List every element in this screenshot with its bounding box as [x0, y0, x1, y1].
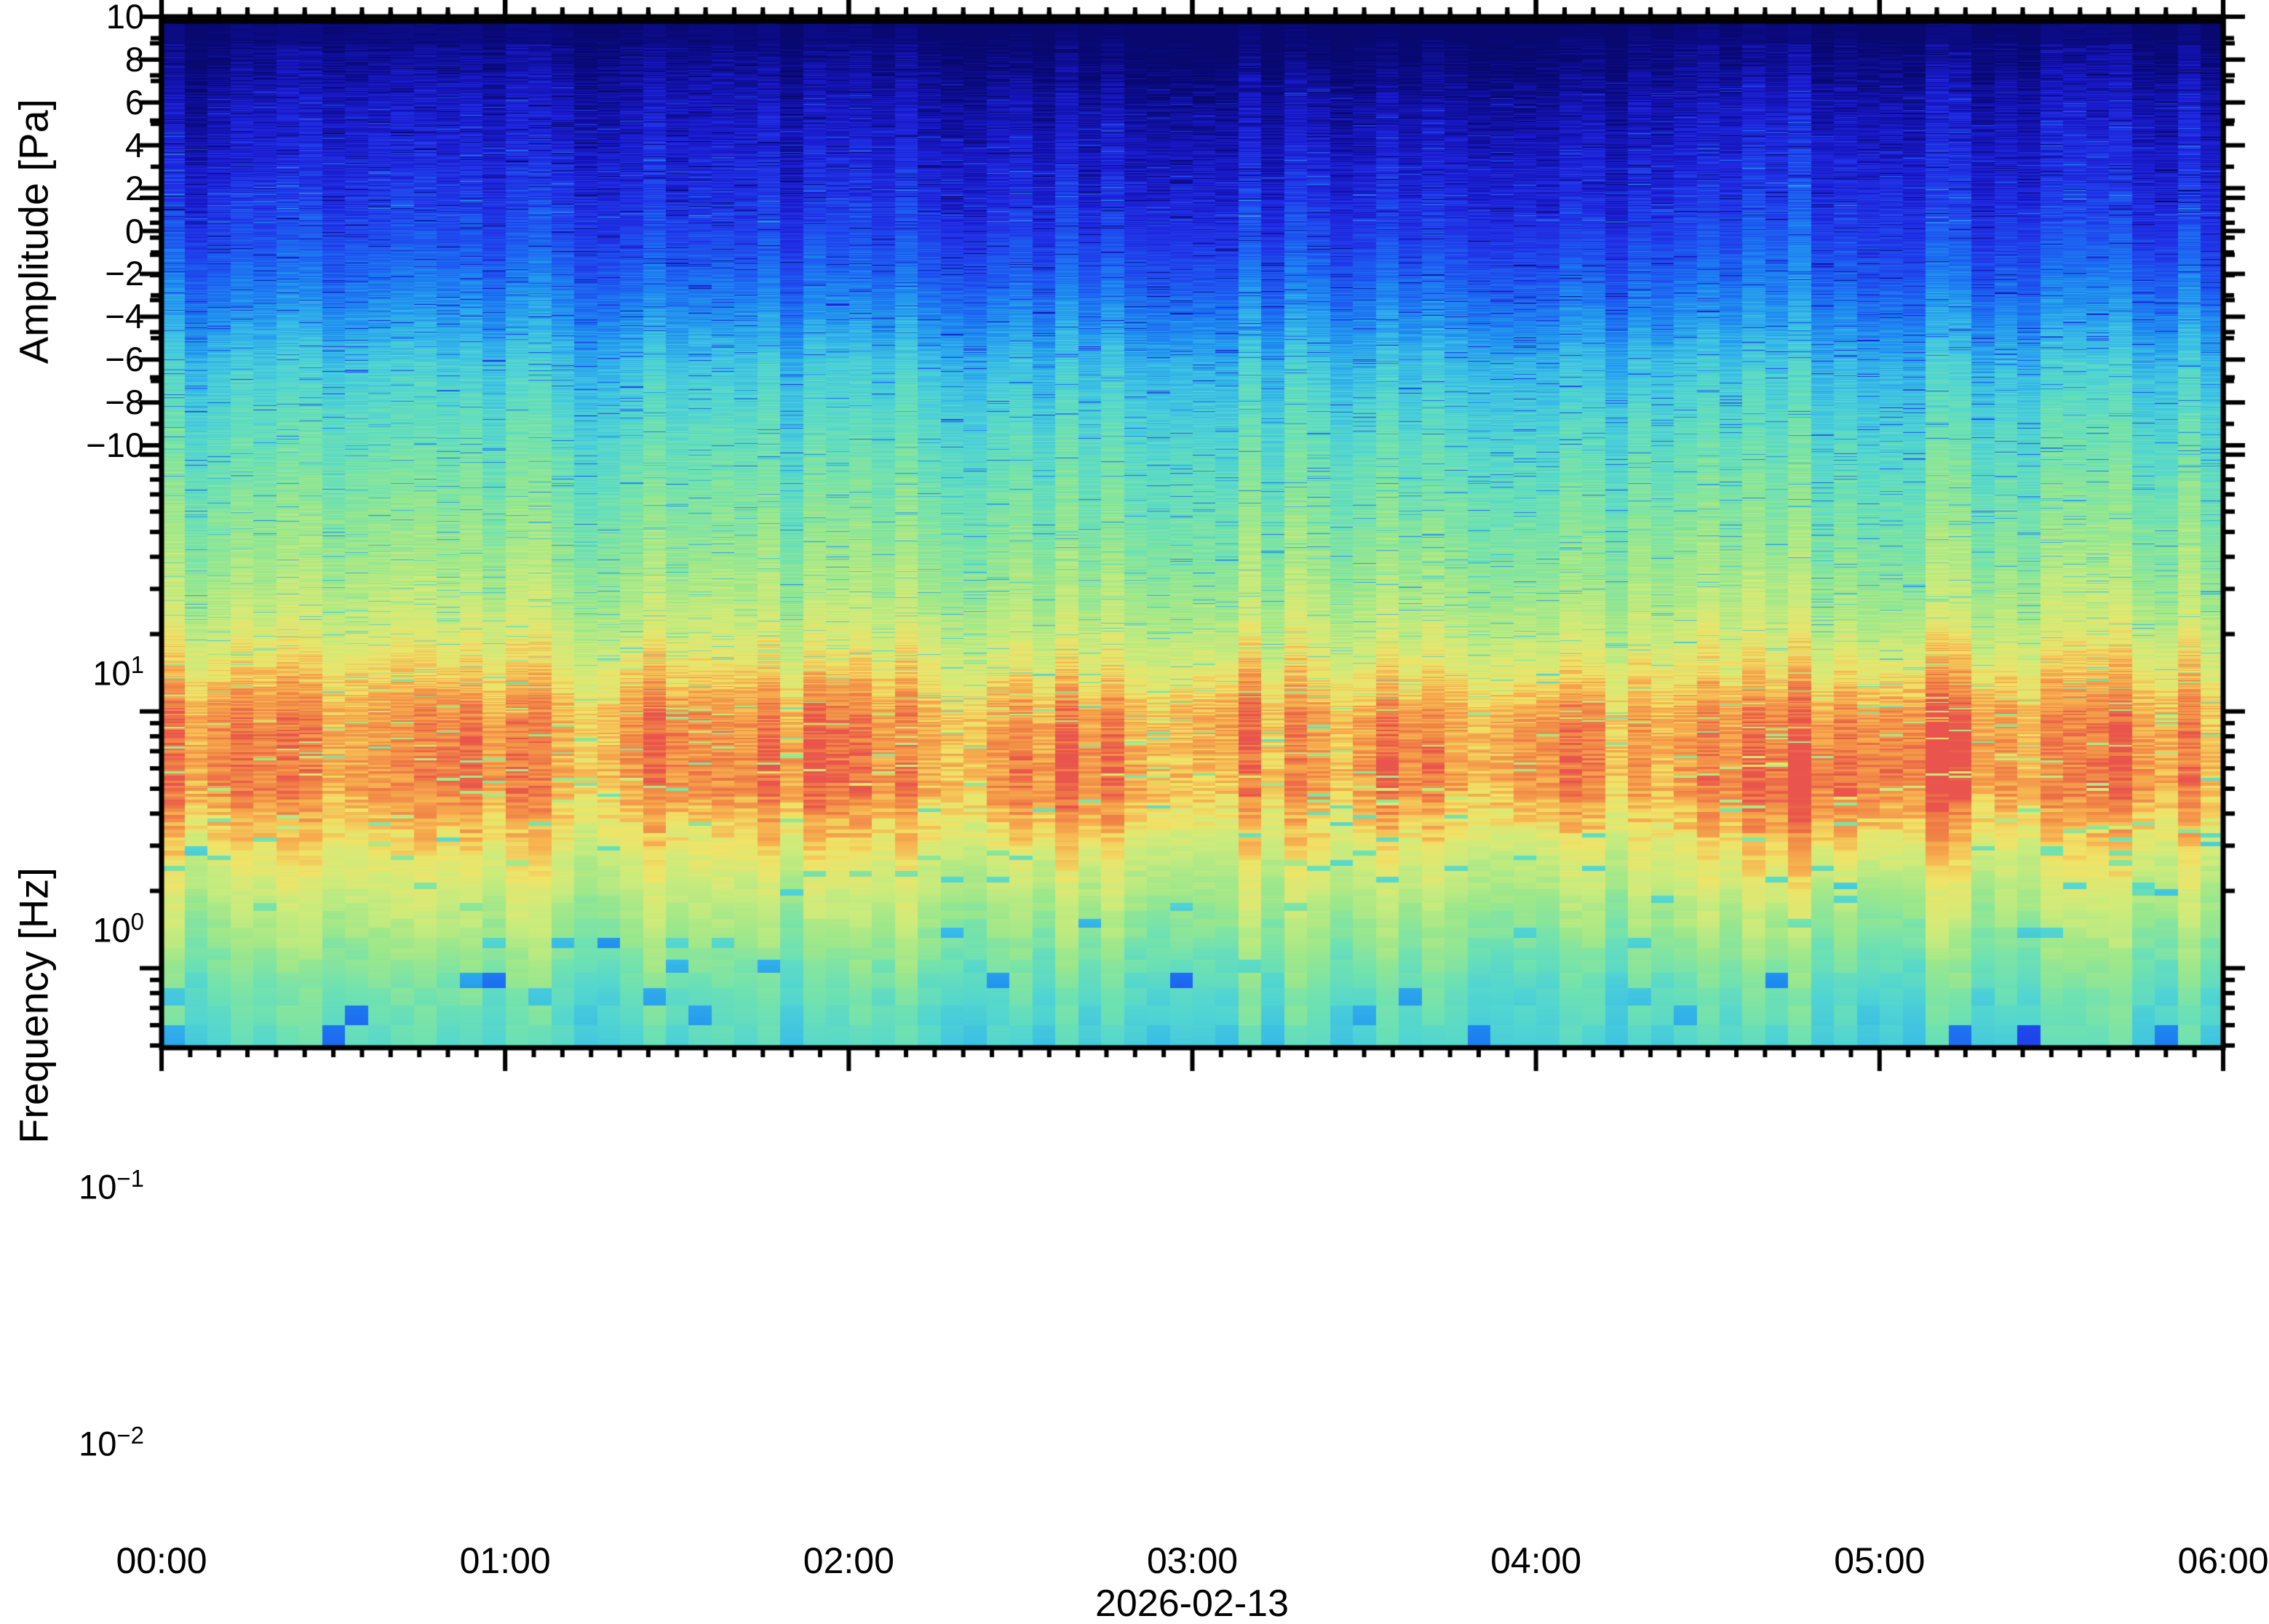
frequency-ytick-10e1: 101 [92, 650, 144, 693]
amplitude-ytick--8: −8 [105, 383, 144, 422]
frequency-ytick-10e0: 100 [92, 907, 144, 950]
time-tick-01:00: 01:00 [459, 1540, 551, 1581]
time-tick-03:00: 03:00 [1146, 1540, 1239, 1581]
amplitude-ytick--10: −10 [86, 426, 144, 464]
amplitude-ytick-2: 2 [124, 168, 144, 207]
amplitude-ytick-4: 4 [124, 125, 144, 164]
spectrogram-plot [0, 0, 2269, 1077]
amplitude-ytick--4: −4 [105, 297, 144, 336]
time-tick-05:00: 05:00 [1834, 1540, 1926, 1581]
amplitude-ytick--2: −2 [105, 254, 144, 293]
frequency-ytick-10e−1: 10−1 [79, 1164, 144, 1206]
amplitude-ytick-0: 0 [124, 211, 144, 250]
time-tick-06:00: 06:00 [2177, 1540, 2269, 1581]
date-label: 2026-02-13 [1095, 1583, 1289, 1624]
amplitude-ytick-8: 8 [124, 39, 144, 79]
time-tick-02:00: 02:00 [803, 1540, 894, 1581]
amplitude-ytick--6: −6 [105, 340, 144, 379]
time-tick-04:00: 04:00 [1490, 1540, 1582, 1581]
amplitude-ytick-6: 6 [124, 82, 144, 122]
amplitude-ytick-10: 10 [106, 0, 144, 36]
frequency-ytick-10e−2: 10−2 [79, 1421, 144, 1463]
time-tick-00:00: 00:00 [116, 1540, 207, 1581]
